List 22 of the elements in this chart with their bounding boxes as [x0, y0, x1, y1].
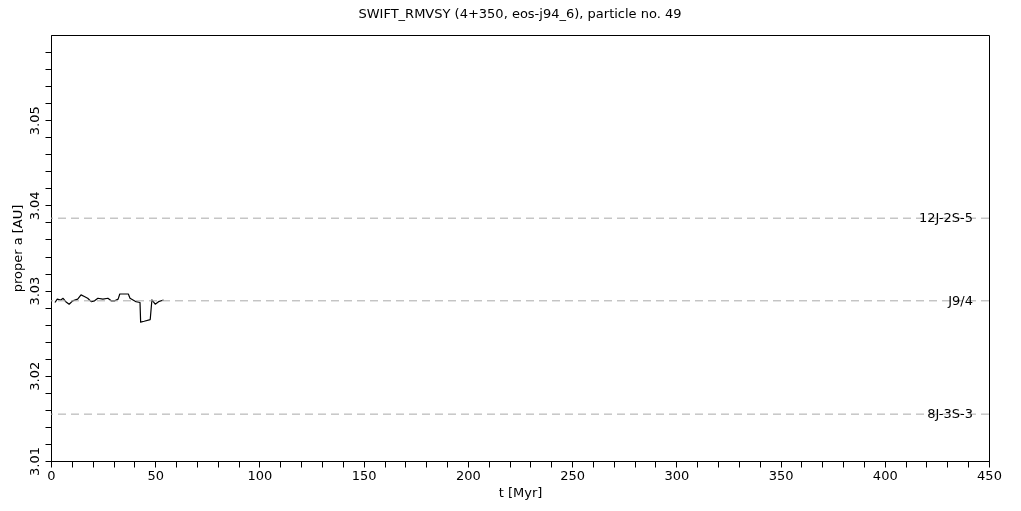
x-tick-label: 400: [872, 467, 898, 483]
line-series: [54, 293, 165, 323]
x-tick-label: 100: [247, 467, 273, 483]
y-axis-title: proper a [AU]: [9, 204, 25, 293]
y-tick-label: 3.04: [26, 191, 42, 221]
x-tick-label: 300: [664, 467, 690, 483]
ref-line-label: 8J-3S-3: [927, 406, 973, 422]
y-tick-label: 3.05: [26, 106, 42, 136]
x-tick-label: 350: [768, 467, 794, 483]
ref-line-label: 12J-2S-5: [918, 210, 973, 226]
x-axis-title: t [Myr]: [498, 484, 543, 500]
x-tick-label: 0: [47, 467, 56, 483]
y-tick-label: 3.03: [26, 276, 42, 306]
x-tick-label: 250: [560, 467, 586, 483]
x-tick-label: 50: [147, 467, 164, 483]
ref-line-label: J9/4: [947, 292, 973, 308]
x-tick-label: 200: [455, 467, 481, 483]
x-tick-label: 150: [351, 467, 377, 483]
y-tick-label: 3.01: [26, 447, 42, 476]
x-tick-label: 450: [977, 467, 1002, 483]
chart-title: SWIFT_RMVSY (4+350, eos-j94_6), particle no. 49: [358, 6, 682, 21]
y-tick-label: 3.02: [26, 361, 42, 391]
